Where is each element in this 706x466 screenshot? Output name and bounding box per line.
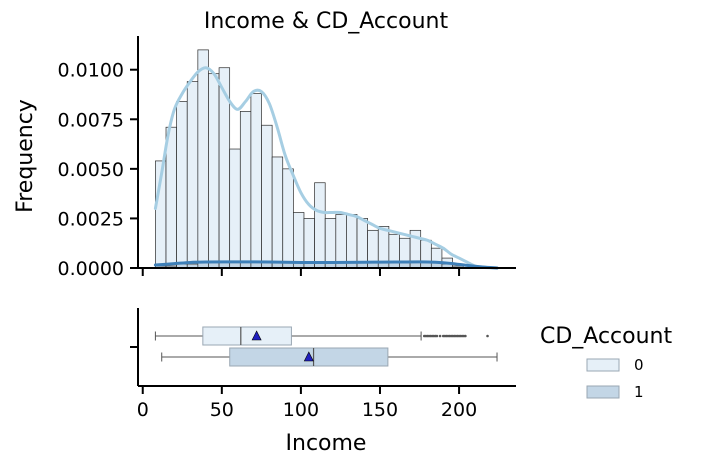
x-tick-label: 50 xyxy=(210,399,234,421)
hist-bar-series-0 xyxy=(176,101,188,269)
histogram-bars xyxy=(155,49,464,269)
box-series-0 xyxy=(202,326,292,346)
legend: CD_Account 01 xyxy=(540,324,673,401)
kde-line-series-0 xyxy=(153,66,499,270)
boxplot-axes: 0 50 100 150 200 xyxy=(130,308,516,421)
hist-bar-series-0 xyxy=(282,168,294,269)
kde-lines xyxy=(153,66,499,270)
mean-marker-series-0 xyxy=(251,330,262,341)
y-tick-label: 0.0000 xyxy=(58,258,124,280)
y-tick-label: 0.0050 xyxy=(58,159,124,181)
outlier-point-series-0 xyxy=(486,334,489,338)
legend-items: 01 xyxy=(586,356,644,401)
boxplot-elements xyxy=(154,326,498,367)
legend-item-label: 1 xyxy=(634,383,644,401)
hist-bar-series-0 xyxy=(239,110,252,269)
hist-bar-series-0 xyxy=(271,156,284,269)
x-tick-label: 150 xyxy=(362,399,398,421)
hist-bar-series-0 xyxy=(197,49,209,269)
x-axis-label: Income xyxy=(286,431,367,456)
outlier-point-series-0 xyxy=(435,334,439,338)
y-tick-label: 0.0075 xyxy=(58,109,124,131)
x-tick-label: 200 xyxy=(441,399,477,421)
outlier-point-series-0 xyxy=(438,334,442,338)
hist-bar-series-0 xyxy=(335,214,347,269)
y-axis-label: Frequency xyxy=(13,99,38,213)
hist-bar-series-0 xyxy=(324,218,337,269)
hist-bar-series-0 xyxy=(229,148,241,269)
hist-bar-series-0 xyxy=(303,218,315,269)
x-tick-label: 0 xyxy=(137,399,149,421)
x-tick-label: 100 xyxy=(283,399,319,421)
hist-bar-series-0 xyxy=(314,182,326,269)
boxplot-panel: 0 50 100 150 200 Income xyxy=(130,308,516,456)
hist-bar-series-0 xyxy=(250,93,262,269)
chart-title: Income & CD_Account xyxy=(204,9,449,34)
y-tick-label: 0.0025 xyxy=(58,208,124,230)
outlier-point-series-0 xyxy=(464,334,467,338)
legend-title: CD_Account xyxy=(540,324,673,349)
hist-bar-series-0 xyxy=(356,218,368,269)
hist-bar-series-0 xyxy=(208,73,220,269)
legend-swatch xyxy=(586,358,620,372)
histogram-axes: 0.0000 0.0025 0.0050 0.0075 0.0100 xyxy=(58,36,516,280)
mean-marker-series-1 xyxy=(303,351,314,362)
legend-item-label: 0 xyxy=(634,356,644,374)
hist-bar-series-0 xyxy=(186,81,199,269)
hist-bar-series-0 xyxy=(261,124,273,269)
hist-bar-series-0 xyxy=(165,126,177,269)
hist-bar-series-0 xyxy=(346,214,358,269)
kde-line-series-1 xyxy=(153,260,499,270)
legend-swatch xyxy=(586,385,620,399)
hist-bar-series-0 xyxy=(293,212,305,269)
histogram-panel: Income & CD_Account Frequency 0.00000.00… xyxy=(13,9,516,280)
y-tick-label: 0.0100 xyxy=(58,60,124,82)
